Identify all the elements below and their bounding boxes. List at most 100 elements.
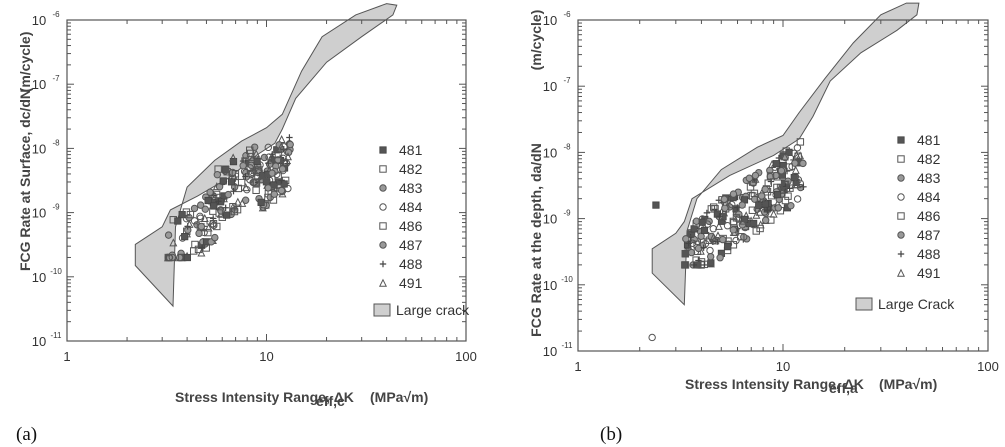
x-axis-subscript: eff,c bbox=[316, 393, 345, 409]
legend-label: 483 bbox=[917, 170, 941, 186]
data-point bbox=[165, 253, 174, 262]
data-point bbox=[794, 152, 802, 160]
data-point bbox=[243, 185, 251, 194]
legend-label: 484 bbox=[399, 199, 423, 215]
data-point bbox=[268, 169, 276, 177]
data-point bbox=[270, 190, 279, 198]
legend-label: 482 bbox=[917, 151, 941, 167]
data-point bbox=[769, 209, 778, 218]
x-tick-label: 10 bbox=[259, 349, 273, 364]
data-point bbox=[761, 216, 770, 224]
data-point bbox=[246, 164, 254, 172]
data-point bbox=[213, 170, 222, 179]
data-point bbox=[713, 231, 722, 240]
data-point bbox=[681, 250, 690, 258]
data-point bbox=[239, 161, 247, 170]
data-point bbox=[262, 171, 271, 180]
y-tick-label: 10 bbox=[543, 79, 557, 94]
data-point bbox=[229, 153, 238, 162]
data-point bbox=[196, 214, 205, 222]
data-point bbox=[215, 198, 222, 205]
legend-label: 487 bbox=[399, 237, 423, 253]
data-point bbox=[227, 178, 236, 186]
x-tick-label: 1 bbox=[63, 349, 70, 364]
legend-band-label: Large crack bbox=[396, 302, 470, 318]
data-point bbox=[204, 223, 213, 232]
scatter-points bbox=[648, 138, 807, 342]
panel-label: (a) bbox=[16, 424, 37, 445]
x-tick-label: 10 bbox=[776, 359, 790, 374]
data-point bbox=[751, 171, 760, 180]
legend-marker bbox=[897, 136, 905, 144]
data-point bbox=[764, 179, 772, 187]
y-tick-label: 10 bbox=[32, 206, 46, 221]
data-point bbox=[799, 159, 807, 168]
y-tick-label: 10 bbox=[32, 141, 46, 156]
data-point bbox=[690, 225, 698, 233]
data-point bbox=[777, 185, 786, 194]
data-point bbox=[780, 152, 789, 161]
data-point bbox=[720, 195, 728, 203]
data-point bbox=[682, 235, 690, 243]
data-point bbox=[191, 240, 199, 249]
data-point bbox=[721, 204, 729, 212]
y-axis-label: FCG Rate at the depth, da/dN bbox=[528, 143, 544, 337]
data-point bbox=[233, 205, 242, 214]
data-point bbox=[787, 201, 795, 210]
data-point bbox=[274, 172, 282, 180]
data-point bbox=[774, 204, 783, 212]
data-point bbox=[190, 204, 199, 213]
x-axis-unit: (MPa√m) bbox=[370, 389, 428, 405]
data-point bbox=[222, 166, 230, 174]
data-point bbox=[652, 201, 660, 209]
y-tick-label: 10 bbox=[543, 145, 557, 160]
data-point bbox=[190, 247, 198, 255]
data-point bbox=[756, 224, 764, 233]
x-axis-label: Stress Intensity Range, ΔK bbox=[685, 376, 864, 392]
data-point bbox=[283, 152, 292, 161]
data-point bbox=[713, 210, 721, 218]
data-point bbox=[781, 180, 790, 188]
x-tick-label: 100 bbox=[455, 349, 477, 364]
legend-marker bbox=[897, 212, 905, 220]
data-point bbox=[252, 186, 260, 194]
legend-marker bbox=[379, 203, 387, 211]
data-point bbox=[286, 140, 294, 149]
data-point bbox=[784, 192, 792, 200]
data-point bbox=[253, 157, 261, 165]
data-point bbox=[221, 165, 230, 173]
y-axis-unit: (m/cycle) bbox=[528, 10, 544, 71]
data-point bbox=[219, 177, 227, 185]
data-point bbox=[757, 192, 766, 200]
data-point bbox=[748, 206, 757, 214]
data-point bbox=[196, 201, 205, 209]
data-point bbox=[796, 138, 805, 146]
data-point bbox=[204, 196, 212, 205]
chart-panel-a: 1 10 100 10 -11 10 -10 10 -9 10 -8 10 -7 10 -6 FCG Rate… bbox=[16, 3, 477, 445]
x-axis-subscript: eff,a bbox=[829, 380, 858, 396]
y-tick-exponent: -7 bbox=[563, 76, 571, 85]
data-point bbox=[229, 158, 238, 166]
y-tick-exponent: -9 bbox=[52, 203, 60, 212]
data-point bbox=[648, 333, 656, 342]
data-point bbox=[738, 221, 747, 229]
data-point bbox=[181, 233, 189, 241]
legend-label: 488 bbox=[917, 246, 941, 262]
legend-label: 488 bbox=[399, 256, 423, 272]
data-point bbox=[709, 232, 718, 241]
data-point bbox=[766, 172, 775, 180]
y-tick-exponent: -11 bbox=[51, 331, 63, 340]
data-point bbox=[737, 233, 745, 241]
data-point bbox=[786, 185, 793, 192]
chart-panel-b: 1 10 100 10 -11 10 -10 10 -9 10 -8 10 -7 10 -6 FCG Rate… bbox=[528, 2, 999, 445]
data-point bbox=[190, 217, 199, 225]
data-point bbox=[277, 142, 286, 151]
data-point bbox=[264, 143, 272, 152]
data-point bbox=[756, 220, 765, 229]
scatter-points bbox=[163, 134, 294, 262]
legend-marker bbox=[897, 174, 905, 182]
data-point bbox=[223, 211, 231, 219]
y-tick-label: 10 bbox=[543, 344, 557, 359]
legend: 481 482 483 484 486 487 488 491 Large crack bbox=[373, 142, 470, 318]
x-axis-label: Stress Intensity Range, ΔK bbox=[175, 389, 354, 405]
